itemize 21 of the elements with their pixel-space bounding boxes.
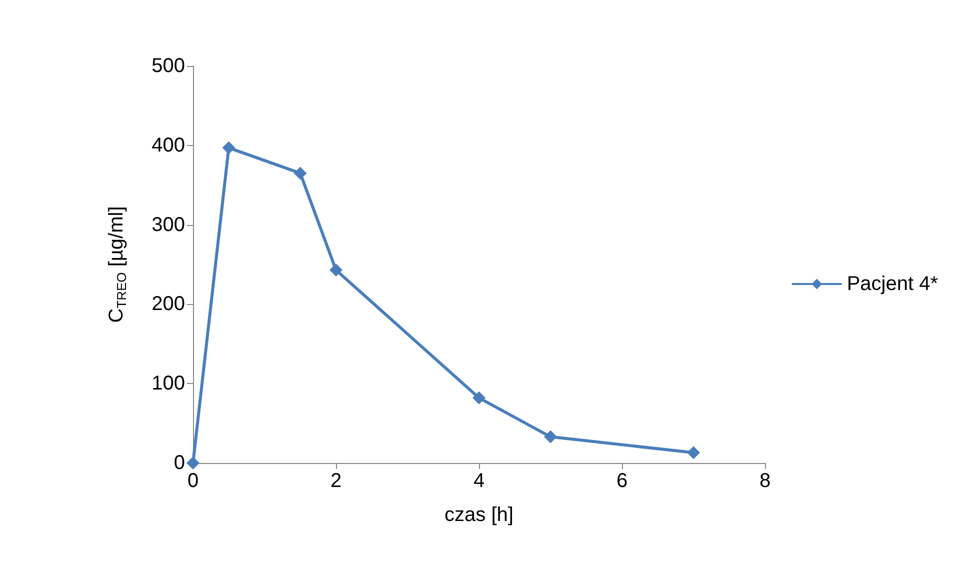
x-tick-label: 0 (187, 470, 199, 492)
x-tick-label: 2 (330, 470, 342, 492)
point (544, 430, 557, 444)
y-tick-label: 0 (174, 452, 185, 474)
point (330, 264, 342, 277)
point (294, 166, 307, 180)
x-axis-title: czas [h] (444, 504, 514, 526)
y-tick-label: 500 (152, 55, 185, 77)
y-tick-label: 300 (152, 214, 185, 236)
legend-label: Pacjent 4* (846, 273, 938, 295)
x-tick-label: 8 (759, 470, 771, 492)
y-tick-label: 400 (152, 134, 185, 156)
y-axis-title: CTREO [µg/ml] (106, 206, 129, 323)
point (472, 391, 486, 404)
x-tick-label: 4 (473, 470, 485, 492)
x-tick-label: 6 (616, 470, 628, 492)
point (687, 446, 700, 460)
y-tick-label: 100 (152, 372, 185, 395)
y-tick-label: 200 (152, 293, 185, 316)
point (222, 141, 236, 154)
point (186, 456, 200, 470)
